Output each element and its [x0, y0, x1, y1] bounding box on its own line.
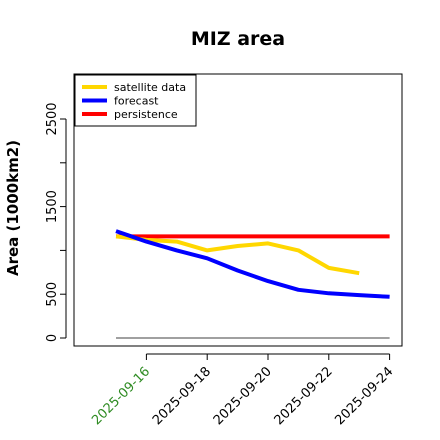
y-tick-label: 1500 — [45, 190, 60, 223]
legend-label: persistence — [114, 108, 178, 121]
legend-label: forecast — [114, 95, 159, 108]
y-axis-label: Area (1000km2) — [4, 140, 22, 276]
series-line-forecast — [115, 229, 390, 299]
x-tick-label: 2025-09-20 — [211, 364, 275, 428]
y-tick-label: 2500 — [45, 102, 60, 135]
legend-label: satellite data — [114, 81, 186, 94]
y-tick-label: 500 — [45, 282, 60, 307]
x-axis: 2025-09-162025-09-182025-09-202025-09-22… — [89, 353, 396, 428]
y-axis: 0 500 1500 2500 — [45, 102, 67, 342]
x-tick-label: 2025-09-18 — [150, 364, 214, 428]
plot-frame — [73, 73, 403, 347]
chart-title: MIZ area — [191, 28, 285, 50]
x-tick-label: 2025-09-24 — [332, 364, 396, 428]
series-line-satellite-data — [115, 234, 360, 276]
y-tick-label: 0 — [45, 334, 60, 342]
x-tick-label: 2025-09-22 — [272, 364, 336, 428]
x-tick-label: 2025-09-16 — [89, 364, 153, 428]
series-lines — [115, 229, 390, 339]
